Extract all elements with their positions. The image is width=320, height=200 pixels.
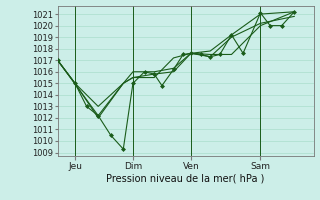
X-axis label: Pression niveau de la mer( hPa ): Pression niveau de la mer( hPa ): [107, 173, 265, 183]
